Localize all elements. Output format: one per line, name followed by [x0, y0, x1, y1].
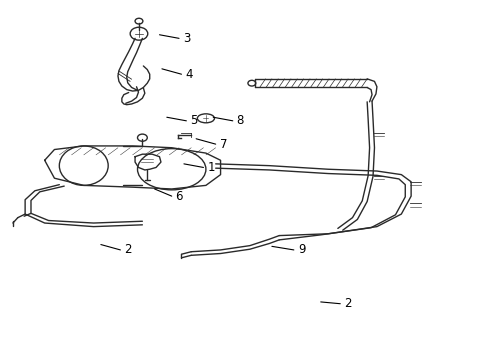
- Text: 9: 9: [298, 243, 305, 256]
- Text: 2: 2: [344, 297, 352, 310]
- Text: 8: 8: [237, 114, 244, 127]
- Text: 4: 4: [185, 68, 193, 81]
- Text: 2: 2: [124, 243, 132, 256]
- Text: 7: 7: [220, 138, 227, 150]
- Text: 6: 6: [175, 190, 183, 203]
- Text: 1: 1: [207, 161, 215, 174]
- Circle shape: [135, 18, 143, 24]
- Text: 3: 3: [183, 32, 190, 45]
- Text: 5: 5: [190, 114, 197, 127]
